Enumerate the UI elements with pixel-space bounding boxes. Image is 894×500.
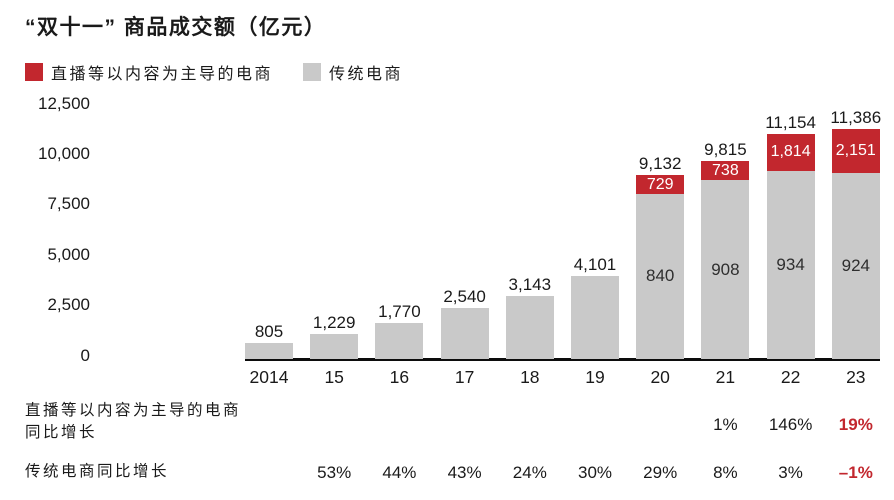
x-axis-baseline [245, 358, 880, 361]
bar-total-label: 805 [254, 321, 284, 341]
x-tick-label: 21 [715, 367, 736, 387]
y-tick-label: 7,500 [47, 194, 90, 214]
bar-total-label: 4,101 [573, 255, 617, 275]
bar-total-label: 3,143 [508, 274, 552, 294]
x-tick-label: 19 [585, 367, 605, 387]
growth-value: 43% [447, 463, 482, 482]
growth-row-traditional-label-line: 传统电商同比增长 [25, 463, 170, 480]
legend-swatch-red [25, 63, 43, 81]
bar-total-label: 9,815 [704, 140, 747, 160]
y-tick-label: 10,000 [38, 143, 90, 163]
growth-value: 30% [577, 463, 613, 482]
bar-traditional-value-label: 840 [646, 266, 675, 286]
bar-total-label: 11,154 [765, 113, 816, 133]
bar-segment-content [831, 129, 880, 173]
bar-segment-traditional [310, 334, 359, 359]
growth-value: 44% [382, 463, 417, 482]
growth-row-content-label-line2: 同比增长 [25, 424, 98, 441]
chart-title: “双十一” 商品成交额（亿元） [25, 16, 327, 39]
bar-content-value-label: 729 [646, 175, 674, 193]
x-tick-label: 17 [454, 367, 475, 387]
legend-item-traditional: 传统电商 [303, 60, 403, 84]
legend: 直播等以内容为主导的电商 传统电商 [25, 60, 403, 84]
x-tick-label: 22 [780, 367, 801, 387]
growth-value: 53% [317, 463, 352, 482]
x-tick-label: 2014 [249, 367, 289, 387]
bar-total-label: 2,540 [443, 286, 486, 306]
x-tick-label: 15 [324, 367, 344, 387]
growth-row-traditional-label: 传统电商同比增长 [25, 461, 169, 483]
legend-label-traditional: 传统电商 [329, 66, 404, 83]
x-tick-label: 20 [650, 367, 670, 387]
bar-segment-traditional [505, 295, 554, 359]
bar-segment-traditional [766, 170, 815, 359]
bar-total-label: 11,386 [830, 108, 882, 128]
y-tick-label: 12,500 [38, 93, 90, 113]
bar-total-label: 1,770 [378, 302, 421, 322]
bar-segment-content [636, 174, 685, 194]
bar-total-label: 1,229 [312, 313, 356, 333]
growth-row-content-label: 直播等以内容为主导的电商 同比增长 [25, 400, 241, 444]
legend-label-content-ecommerce: 直播等以内容为主导的电商 [51, 66, 274, 83]
y-tick-label: 0 [80, 345, 90, 365]
bar-segment-content [701, 161, 750, 181]
bar-traditional-value-label: 908 [711, 259, 740, 279]
legend-item-content-ecommerce: 直播等以内容为主导的电商 [25, 60, 273, 84]
growth-value: 24% [512, 463, 547, 482]
bar-segment-traditional [701, 180, 750, 359]
bar-total-label: 9,132 [638, 153, 682, 173]
bar-content-value-label: 2,151 [835, 142, 876, 160]
bar-content-value-label: 738 [712, 162, 739, 180]
growth-value: 146% [768, 415, 813, 434]
bar-traditional-value-label: 924 [841, 255, 870, 275]
x-tick-label: 23 [846, 367, 866, 387]
bar-traditional-value-label: 934 [776, 254, 805, 274]
y-tick-label: 5,000 [47, 244, 90, 264]
growth-value: 19% [838, 415, 873, 434]
y-tick-label: 2,500 [47, 295, 90, 315]
x-tick-label: 18 [520, 367, 540, 387]
bar-segment-traditional [831, 172, 880, 359]
bar-content-value-label: 1,814 [770, 143, 811, 161]
growth-value: 8% [713, 463, 738, 482]
bar-segment-traditional [375, 323, 424, 359]
bar-segment-traditional [245, 342, 293, 359]
growth-value: 3% [778, 463, 803, 482]
legend-swatch-gray [303, 63, 322, 81]
growth-row-content-label-line1: 直播等以内容为主导的电商 [25, 402, 242, 419]
bar-segment-traditional [440, 307, 489, 359]
growth-value: –1% [838, 463, 873, 482]
bar-segment-traditional [636, 193, 685, 359]
growth-value: 29% [643, 463, 678, 482]
x-tick-label: 16 [389, 367, 410, 387]
bar-segment-content [766, 134, 815, 171]
bar-segment-traditional [571, 276, 619, 359]
growth-value: 1% [713, 415, 738, 434]
